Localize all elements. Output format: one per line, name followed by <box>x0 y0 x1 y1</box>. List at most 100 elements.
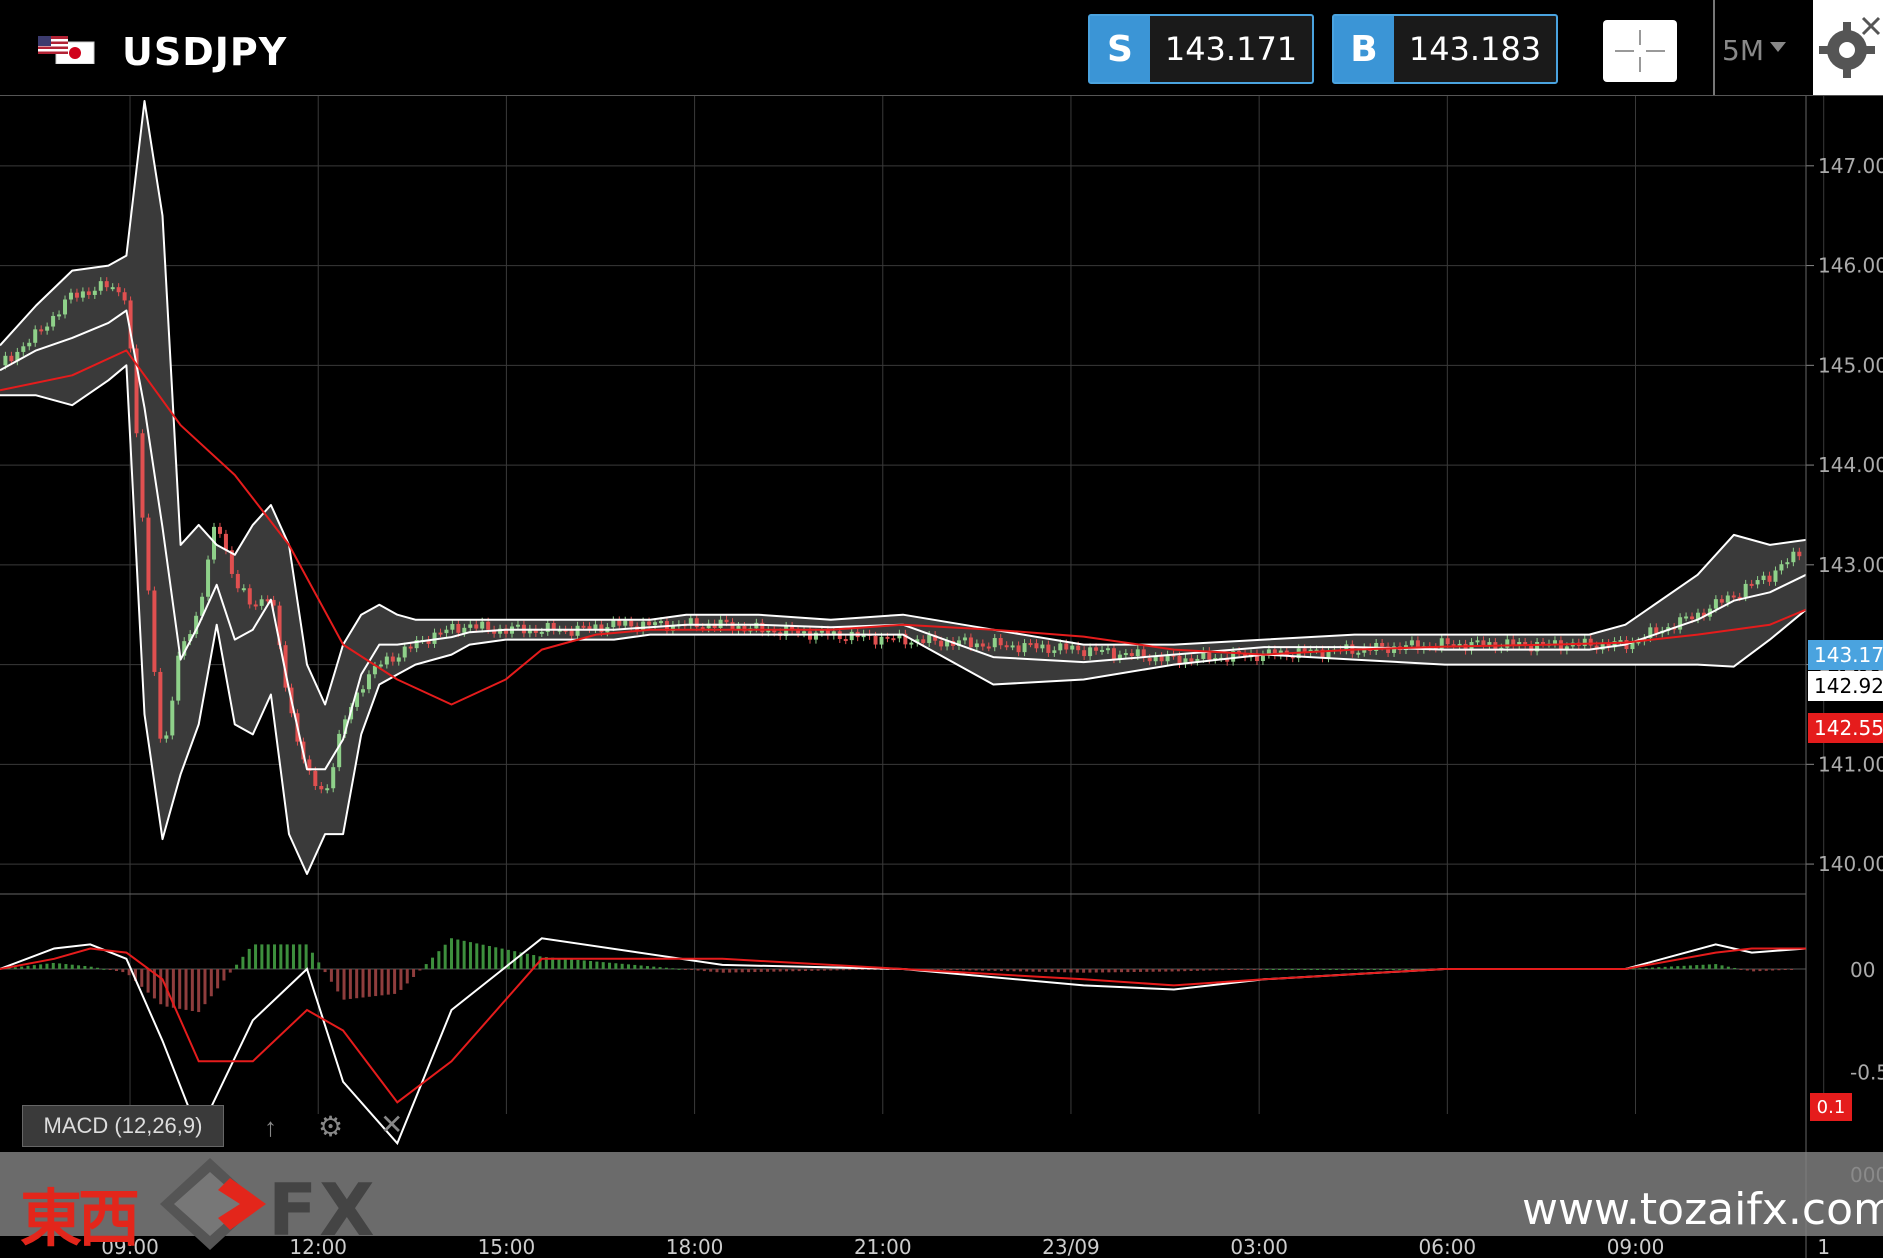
macd-indicator-label[interactable]: MACD (12,26,9) <box>22 1105 224 1147</box>
candle-body <box>307 759 312 771</box>
y-tick-label: 143.00 <box>1818 553 1883 577</box>
band-fill <box>0 101 1806 874</box>
macd-histogram-bar <box>1012 969 1016 972</box>
candle-body <box>670 624 675 632</box>
settings-button[interactable] <box>1813 0 1883 96</box>
candle-body <box>1463 643 1468 651</box>
macd-histogram-bar <box>538 956 542 969</box>
macd-histogram-bar <box>728 969 732 973</box>
candle-body <box>1529 644 1534 652</box>
candle-body <box>402 646 407 658</box>
timeframe-selector[interactable]: 5M <box>1722 34 1764 67</box>
macd-histogram-bar <box>1758 969 1762 972</box>
macd-histogram-bar <box>152 969 156 999</box>
macd-histogram-bar <box>1050 969 1054 973</box>
candle-body <box>39 329 44 332</box>
macd-histogram-bar <box>1246 969 1250 970</box>
macd-histogram-bar <box>791 969 795 972</box>
candle-body <box>688 618 693 626</box>
macd-histogram-bar <box>1682 965 1686 969</box>
crosshair-button[interactable] <box>1603 20 1677 82</box>
macd-histogram-bar <box>77 965 81 969</box>
candle-body <box>956 640 961 646</box>
candle-body <box>623 620 628 626</box>
candle-body <box>813 632 818 640</box>
candle-body <box>819 629 824 633</box>
candle-body <box>1797 551 1802 557</box>
macd-histogram-bar <box>822 969 826 971</box>
tozai-logo-icon <box>160 1158 266 1250</box>
macd-histogram-bar <box>1208 969 1212 971</box>
macd-histogram-bar <box>999 969 1003 972</box>
candle-body <box>331 767 336 789</box>
macd-histogram-bar <box>1650 967 1654 969</box>
buy-label: B <box>1334 16 1394 82</box>
candle-body <box>1767 575 1772 582</box>
macd-histogram-bar <box>785 969 789 972</box>
candle-body <box>1225 657 1230 662</box>
candle-body <box>802 631 807 634</box>
macd-histogram-bar <box>405 969 409 984</box>
macd-histogram-bar <box>443 944 447 969</box>
candle-body <box>587 626 592 629</box>
candle-body <box>533 628 538 633</box>
candle-body <box>1505 639 1510 648</box>
macd-histogram-bar <box>1202 969 1206 971</box>
macd-histogram-bar <box>190 969 194 1011</box>
indicator-settings-icon[interactable]: ⚙ <box>318 1111 344 1142</box>
candle-body <box>1082 650 1087 657</box>
candle-body <box>962 637 967 641</box>
macd-histogram-bar <box>633 964 637 969</box>
candle-body <box>1654 627 1659 634</box>
indicator-close-icon[interactable]: ✕ <box>380 1109 404 1140</box>
candle-body <box>1135 649 1140 657</box>
macd-histogram-bar <box>1695 965 1699 969</box>
candle-body <box>1022 643 1027 653</box>
candle-body <box>706 623 711 629</box>
top-bar: USDJPY S 143.171 B 143.183 5M <box>0 0 1883 96</box>
macd-histogram-bar <box>1410 969 1414 970</box>
macd-histogram-bar <box>1322 969 1326 970</box>
macd-histogram-bar <box>1075 969 1079 973</box>
macd-histogram-bar <box>747 969 751 973</box>
macd-histogram-bar <box>645 966 649 969</box>
candle-body <box>736 626 741 631</box>
macd-histogram-bar <box>519 952 523 969</box>
candle-body <box>1064 643 1069 650</box>
candle-body <box>33 329 38 343</box>
candle-body <box>1028 643 1033 646</box>
time-axis: 09:00 12:00 15:00 18:00 21:00 23/09 03:00 06:00… <box>101 1235 1830 1258</box>
macd-histogram-bar <box>7 967 11 969</box>
macd-histogram-bar <box>595 961 599 969</box>
candle-body <box>504 628 509 634</box>
sell-button[interactable]: S 143.171 <box>1088 14 1314 84</box>
buy-button[interactable]: B 143.183 <box>1332 14 1558 84</box>
x-tick-label: 09:00 <box>1607 1235 1665 1258</box>
chevron-down-icon[interactable] <box>1770 42 1786 52</box>
macd-histogram-bar <box>1714 964 1718 969</box>
macd-histogram-bar <box>1227 969 1231 970</box>
macd-histogram-bar <box>291 944 295 969</box>
candle-body <box>849 631 854 641</box>
watermark-kanji: 東西 <box>20 1182 140 1255</box>
macd-histogram-bar <box>753 969 757 973</box>
macd-histogram-bar <box>329 969 333 982</box>
candle-body <box>1320 649 1325 659</box>
macd-histogram-bar <box>133 969 137 981</box>
candle-body <box>378 664 383 667</box>
move-up-icon[interactable]: ↑ <box>264 1112 277 1142</box>
price-chart[interactable]: 147.00146.00145.00144.00143.00142.00141.… <box>0 96 1883 1258</box>
candle-body <box>68 292 73 300</box>
macd-histogram-bar <box>1638 968 1642 970</box>
macd-histogram-bar <box>1404 969 1408 970</box>
candle-body <box>468 624 473 628</box>
candle-body <box>992 638 997 648</box>
candle-body <box>63 299 68 315</box>
candle-body <box>1129 653 1134 657</box>
candle-body <box>247 588 252 605</box>
macd-histogram-bar <box>835 969 839 971</box>
macd-histogram-bar <box>102 968 106 970</box>
candle-body <box>158 671 163 739</box>
macd-histogram-bar <box>431 957 435 969</box>
symbol-name[interactable]: USDJPY <box>122 30 288 74</box>
